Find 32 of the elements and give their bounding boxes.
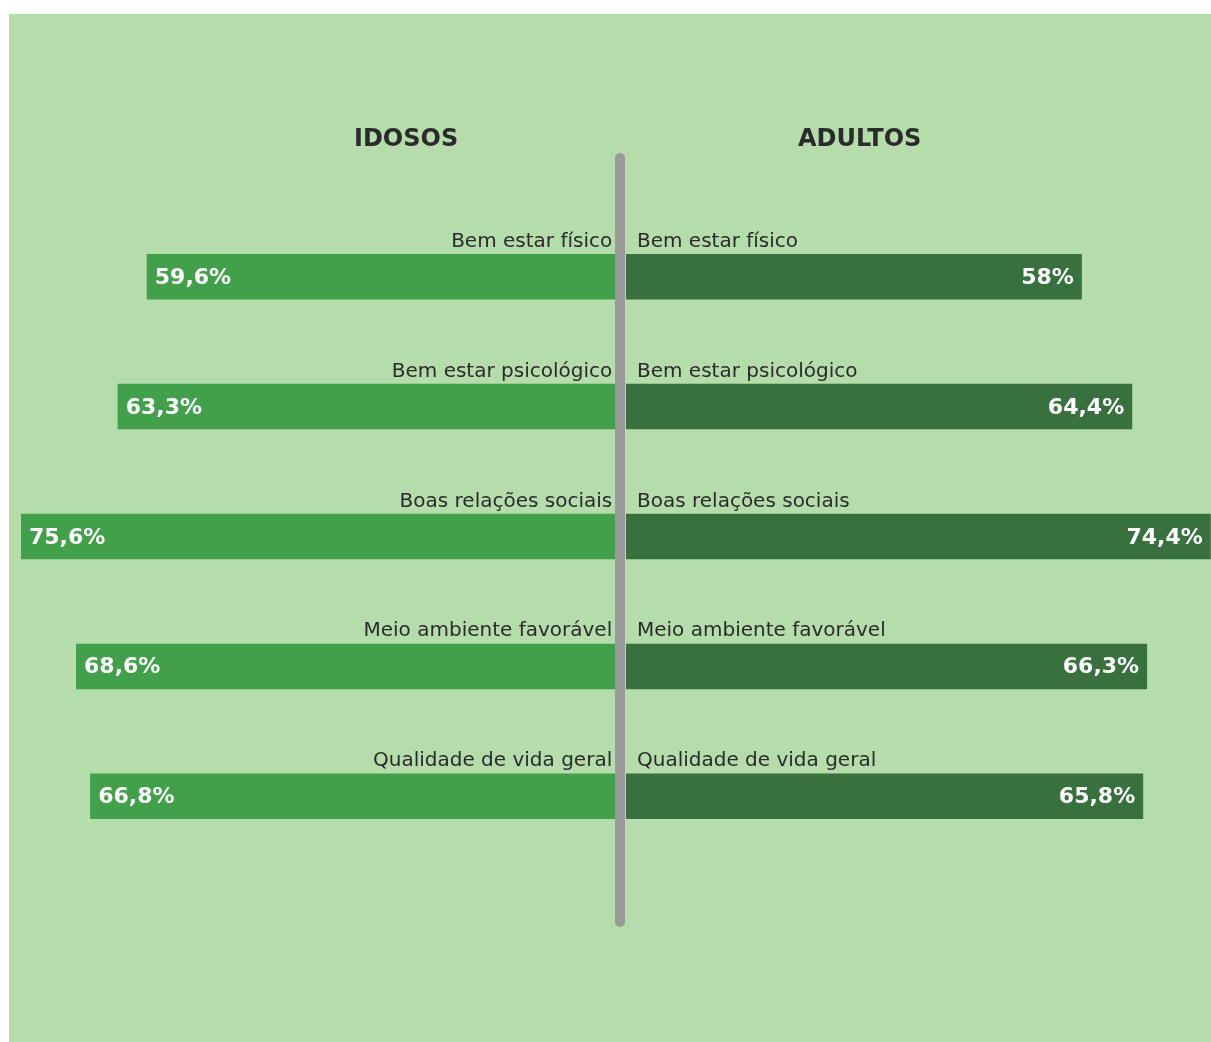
y-tick-label: Boas relações sociais [399,487,613,512]
data-label: 64,4% [1047,393,1125,419]
y-tick-label: Bem estar psicológico [391,357,613,382]
data-label: 63,3% [125,393,203,419]
bar [626,513,1211,560]
data-label: 75,6% [29,523,106,549]
data-label: 65,8% [1058,783,1136,809]
chart-title: ADULTOS [798,124,922,152]
bar [90,773,616,820]
y-tick-label: Meio ambiente favorável [637,617,886,642]
y-tick-label: Bem estar físico [637,227,799,252]
data-label: 59,6% [154,263,232,289]
bar [626,773,1144,820]
bar [117,383,616,430]
y-tick-label: Qualidade de vida geral [637,747,877,772]
data-label: 58% [1021,263,1074,289]
bar [146,253,616,300]
y-tick-label: Qualidade de vida geral [373,747,613,772]
data-label: 68,6% [84,653,161,679]
y-tick-label: Meio ambiente favorável [363,617,613,642]
data-label: 66,3% [1062,653,1140,679]
y-tick-label: Bem estar físico [451,227,613,252]
bar [626,253,1082,300]
y-tick-label: Boas relações sociais [637,487,850,512]
y-tick-label: Bem estar psicológico [637,357,858,382]
data-label: 66,8% [98,783,175,809]
data-label: 74,4% [1126,523,1203,549]
chart-title: IDOSOS [353,124,459,152]
bar [76,643,616,690]
bar [626,383,1133,430]
bar [21,513,616,560]
bar [626,643,1148,690]
